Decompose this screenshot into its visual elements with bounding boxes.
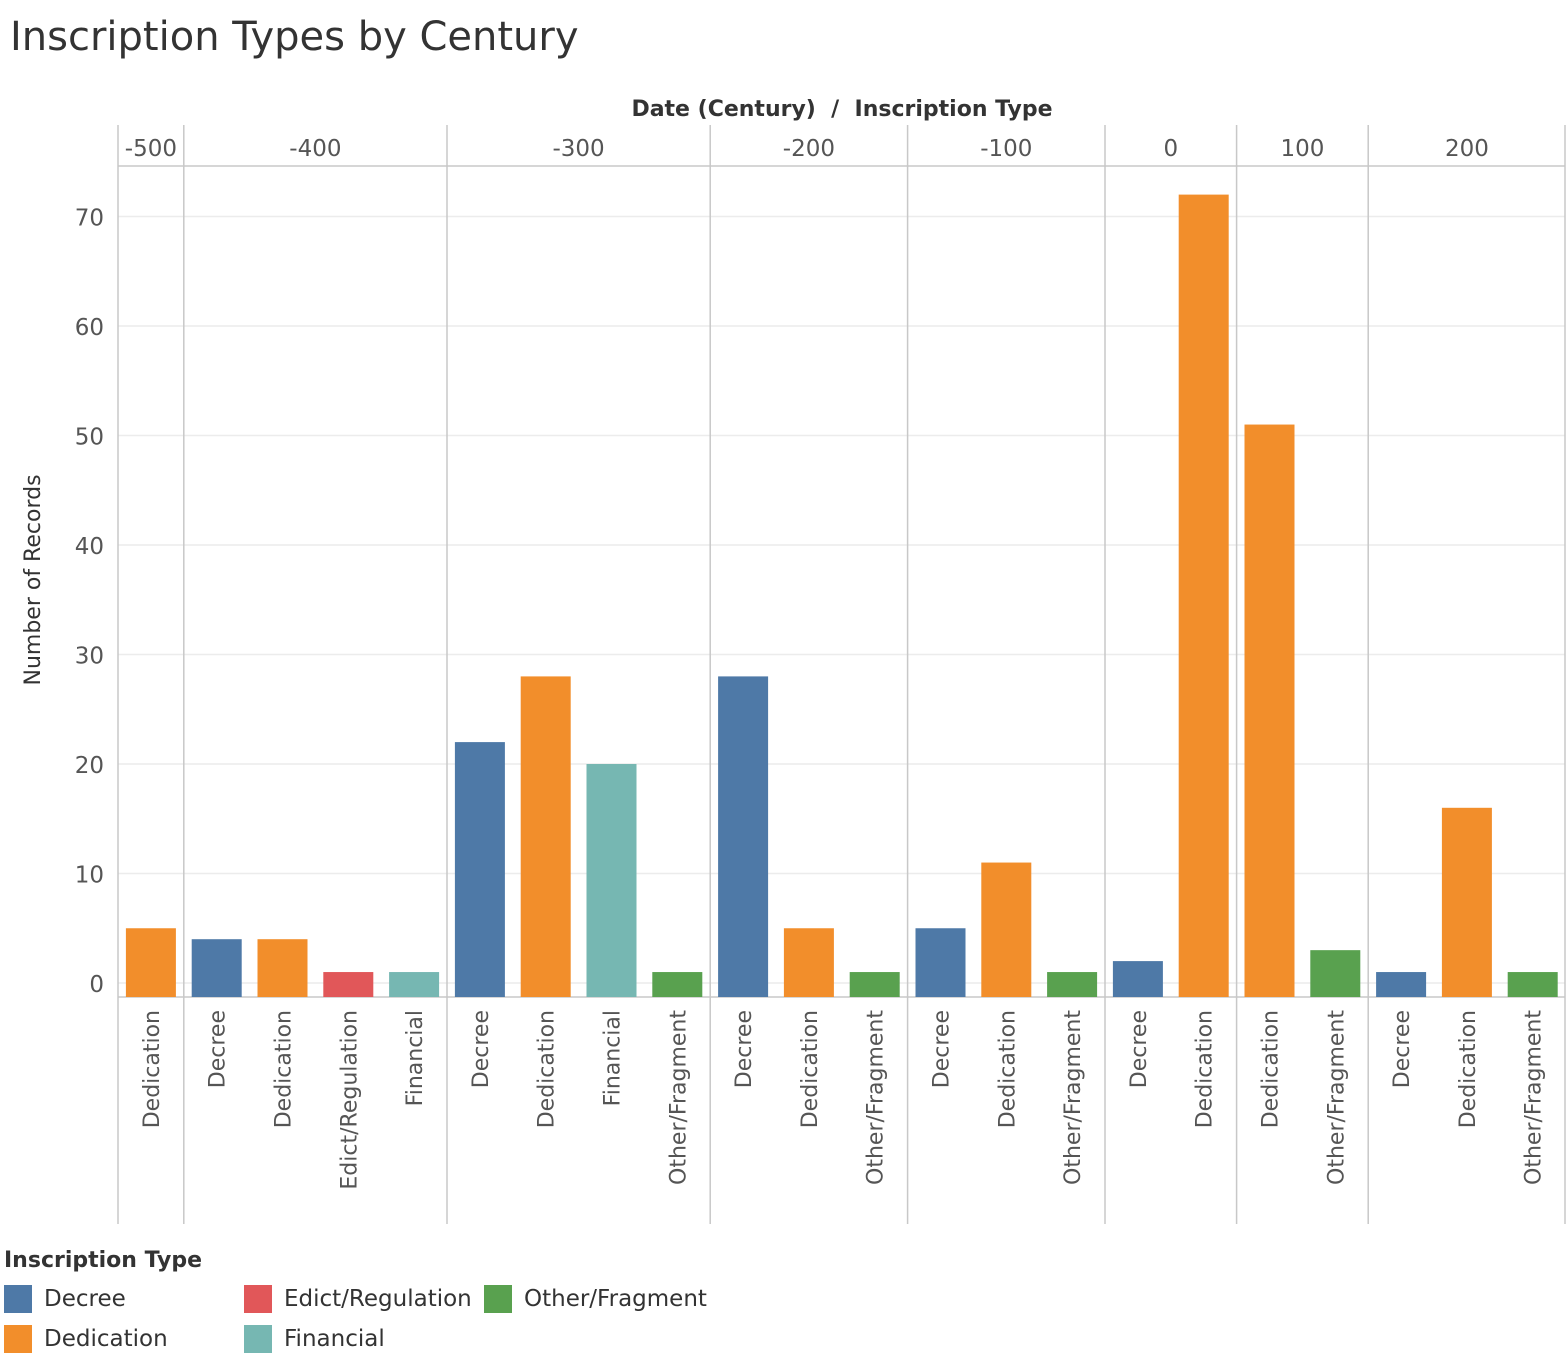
x-tick-label: Dedication	[535, 1010, 560, 1128]
x-tick-label: Other/Fragment	[864, 1010, 889, 1185]
bar	[520, 676, 571, 997]
bar	[1376, 972, 1427, 997]
legend-item[interactable]: Decree	[4, 1284, 126, 1314]
century-header: 200	[1445, 136, 1489, 162]
century-header: 0	[1163, 136, 1178, 162]
century-header: 100	[1280, 136, 1324, 162]
y-axis-title: Number of Records	[21, 474, 46, 685]
bar	[191, 939, 242, 997]
legend-title: Inscription Type	[4, 1248, 203, 1273]
legend-label: Edict/Regulation	[284, 1286, 472, 1312]
x-tick-label: Dedication	[140, 1010, 165, 1128]
bar	[981, 862, 1032, 997]
legend-swatch	[244, 1325, 272, 1353]
y-tick-label: 0	[89, 972, 104, 998]
chart-title: Inscription Types by Century	[10, 14, 579, 60]
bar	[1441, 807, 1492, 997]
century-header: -500	[125, 136, 177, 162]
bar	[454, 742, 505, 997]
legend-swatch	[4, 1285, 32, 1313]
y-tick-label: 20	[75, 753, 104, 779]
bar	[1310, 950, 1361, 997]
y-tick-label: 30	[75, 644, 104, 670]
bar	[718, 676, 769, 997]
x-tick-label: Decree	[930, 1010, 955, 1088]
x-tick-label: Decree	[732, 1010, 757, 1088]
y-tick-label: 70	[75, 206, 104, 232]
header-label: Date (Century) / Inscription Type	[631, 97, 1052, 122]
bar	[783, 928, 834, 997]
gridlines	[118, 215, 1565, 984]
y-tick-label: 10	[75, 863, 104, 889]
bar	[1507, 972, 1558, 997]
x-tick-label: Dedication	[995, 1010, 1020, 1128]
y-tick-label: 40	[75, 534, 104, 560]
bars	[125, 194, 1558, 998]
bar	[1112, 961, 1163, 997]
bar	[323, 972, 374, 997]
x-tick-label: Dedication	[272, 1010, 297, 1128]
legend-item[interactable]: Dedication	[4, 1324, 168, 1354]
x-tick-label: Edict/Regulation	[337, 1010, 362, 1190]
x-tick-label: Financial	[403, 1010, 428, 1106]
x-tick-label: Other/Fragment	[1324, 1010, 1349, 1185]
bar	[849, 972, 900, 997]
bar	[586, 764, 637, 997]
bar	[1047, 972, 1098, 997]
x-tick-label: Other/Fragment	[666, 1010, 691, 1185]
bar	[125, 928, 176, 997]
x-tick-label: Dedication	[1456, 1010, 1481, 1128]
legend-label: Financial	[284, 1326, 385, 1352]
century-headers: -500 -400 -300 -200 -100 0 100 200	[125, 136, 1489, 162]
y-axis-ticks: 0 10 20 30 40 50 60 70	[75, 206, 104, 999]
bar	[915, 928, 966, 997]
bar	[257, 939, 308, 997]
legend-item[interactable]: Other/Fragment	[484, 1284, 707, 1314]
century-header: -300	[552, 136, 604, 162]
x-tick-label: Decree	[1390, 1010, 1415, 1088]
century-header: -200	[783, 136, 835, 162]
legend-item[interactable]: Edict/Regulation	[244, 1284, 472, 1314]
x-tick-label: Other/Fragment	[1061, 1010, 1086, 1185]
x-tick-label: Other/Fragment	[1522, 1010, 1547, 1185]
x-axis-labels: Dedication Decree Dedication Edict/Regulati…	[140, 1010, 1547, 1190]
bar	[389, 972, 440, 997]
x-tick-label: Dedication	[798, 1010, 823, 1128]
legend-label: Other/Fragment	[524, 1286, 707, 1312]
legend-label: Decree	[44, 1286, 126, 1312]
y-tick-label: 50	[75, 425, 104, 451]
legend-item[interactable]: Financial	[244, 1324, 385, 1354]
bar	[652, 972, 703, 997]
century-header: -400	[289, 136, 341, 162]
legend-swatch	[244, 1285, 272, 1313]
legend-swatch	[484, 1285, 512, 1313]
x-tick-label: Dedication	[1259, 1010, 1284, 1128]
legend-label: Dedication	[44, 1326, 168, 1352]
century-header: -100	[980, 136, 1032, 162]
x-tick-label: Financial	[601, 1010, 626, 1106]
legend-swatch	[4, 1325, 32, 1353]
bar	[1178, 194, 1229, 998]
y-tick-label: 60	[75, 315, 104, 341]
x-tick-label: Decree	[1127, 1010, 1152, 1088]
x-tick-label: Decree	[469, 1010, 494, 1088]
bar	[1244, 424, 1295, 997]
legend: Inscription Type Decree Dedication Edict/R…	[4, 1248, 764, 1366]
x-tick-label: Decree	[206, 1010, 231, 1088]
bar-chart: Date (Century) / Inscription Type Number…	[21, 97, 1566, 1224]
x-tick-label: Dedication	[1193, 1010, 1218, 1128]
